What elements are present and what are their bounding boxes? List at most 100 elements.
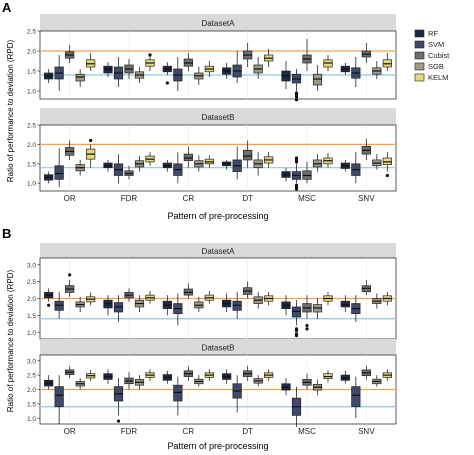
box-kelm-dt — [264, 291, 274, 306]
facet-strip — [40, 339, 396, 355]
box-sgb-fdr — [134, 375, 145, 390]
box-svm-dt — [232, 375, 242, 413]
series-cubist — [65, 273, 371, 331]
box-cubist-fdr — [124, 372, 134, 390]
box-rf-cr — [162, 370, 172, 384]
box-sgb-snv — [372, 154, 382, 170]
box-svm-cr — [173, 57, 183, 91]
outlier-point — [294, 95, 299, 99]
box-svm-or — [54, 291, 64, 319]
outlier-point — [148, 53, 152, 57]
box-svm-fdr — [113, 154, 124, 184]
box-kelm-msc — [323, 291, 333, 306]
box-kelm-snv — [382, 152, 392, 178]
outlier-point — [294, 334, 299, 338]
box-sgb-dt — [253, 152, 263, 176]
box-rf-msc — [281, 61, 291, 89]
box-sgb-cr — [194, 67, 204, 85]
x-tick-label: CR — [183, 427, 195, 436]
box-sgb-dt — [253, 375, 263, 387]
legend-swatch — [414, 62, 425, 71]
box-body — [351, 386, 361, 408]
box-cubist-dt — [243, 43, 253, 67]
series-svm — [54, 146, 361, 191]
box-sgb-cr — [194, 375, 204, 387]
y-tick-label: 1.0 — [27, 181, 36, 188]
box-sgb-fdr — [134, 67, 145, 83]
box-kelm-dt — [264, 369, 274, 381]
legend-label: RF — [428, 29, 438, 38]
legend-label: KELM — [428, 73, 448, 82]
box-cubist-dt — [243, 281, 253, 299]
box-sgb-msc — [312, 298, 323, 319]
box-kelm-dt — [264, 49, 274, 67]
box-svm-msc — [291, 386, 302, 427]
box-svm-fdr — [113, 295, 124, 323]
box-kelm-cr — [204, 291, 214, 304]
legend-swatch — [414, 51, 425, 60]
box-rf-msc — [281, 167, 291, 182]
series-kelm — [86, 369, 392, 383]
legend-label: SGB — [428, 62, 444, 71]
y-axis-label: Ratio of performance to deviation (RPD) — [6, 270, 15, 413]
box-sgb-or — [75, 159, 85, 176]
box-rf-snv — [340, 159, 350, 172]
box-rf-snv — [340, 370, 350, 384]
facet-title: DatasetB — [202, 344, 235, 353]
facet-title: DatasetA — [202, 247, 236, 256]
legend-swatch — [414, 29, 425, 38]
facet-datasetb: DatasetB — [39, 108, 397, 192]
box-cubist-msc — [302, 373, 312, 390]
box-cubist-snv — [361, 138, 371, 160]
x-tick-label: OR — [64, 194, 76, 203]
box-svm-msc — [291, 156, 302, 191]
plot-area — [39, 124, 397, 192]
box-body — [54, 165, 64, 180]
facet-title: DatasetA — [202, 19, 236, 28]
box-svm-cr — [173, 376, 183, 416]
series-cubist — [65, 138, 371, 184]
series-rf — [44, 288, 350, 316]
box-kelm-cr — [204, 369, 214, 381]
box-cubist-dt — [243, 365, 253, 381]
box-cubist-fdr — [124, 59, 134, 79]
box-kelm-snv — [382, 291, 392, 306]
box-svm-or — [54, 375, 64, 424]
box-body — [243, 149, 253, 161]
box-cubist-or — [65, 366, 75, 378]
facet-dataseta: DatasetA — [39, 243, 397, 340]
box-svm-snv — [351, 295, 361, 323]
box-kelm-cr — [204, 61, 214, 77]
box-kelm-cr — [204, 155, 214, 168]
y-tick-label: 1.0 — [27, 89, 36, 96]
box-svm-dt — [232, 146, 242, 180]
series-kelm — [86, 291, 392, 306]
box-svm-fdr — [113, 378, 124, 423]
box-body — [291, 306, 302, 318]
box-rf-cr — [162, 62, 172, 85]
facet-strip — [40, 14, 396, 31]
box-rf-or — [44, 69, 54, 83]
box-cubist-cr — [183, 146, 193, 168]
box-svm-or — [54, 55, 64, 91]
box-sgb-dt — [253, 291, 263, 309]
series-svm — [54, 375, 361, 427]
y-tick-label: 2.0 — [27, 387, 36, 394]
box-rf-cr — [162, 295, 172, 316]
box-cubist-fdr — [124, 165, 134, 180]
outlier-point — [165, 81, 169, 85]
x-tick-label: FDR — [121, 194, 138, 203]
x-axis-label: Pattern of pre-processing — [167, 441, 268, 451]
box-sgb-dt — [253, 57, 263, 79]
box-svm-dt — [232, 51, 242, 83]
box-kelm-or — [86, 53, 96, 71]
box-kelm-fdr — [145, 291, 155, 304]
series-rf — [44, 61, 350, 89]
box-kelm-or — [86, 292, 96, 306]
legend-label: SVM — [428, 40, 444, 49]
y-tick-label: 2.0 — [27, 142, 36, 149]
facet-datasetb: DatasetB — [39, 339, 397, 427]
series-sgb — [75, 152, 382, 176]
box-svm-msc — [291, 69, 302, 102]
